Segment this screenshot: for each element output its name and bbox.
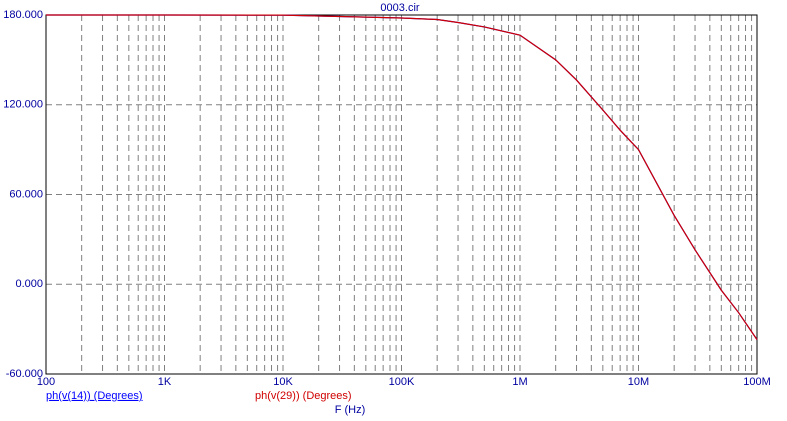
x-tick-label: 100K [389,376,415,388]
x-tick-label: 10M [628,376,649,388]
x-axis-label: F (Hz) [335,404,366,416]
plot-frame [45,14,758,375]
y-tick-label: 60.000 [9,188,43,200]
y-tick-label: 180.000 [3,9,43,21]
x-tick-label: 100M [743,376,771,388]
x-tick-label: 1K [158,376,172,388]
x-tick-label: 1M [512,376,527,388]
legend-entry: ph(v(14)) (Degrees) [46,390,143,402]
legend-entry: ph(v(29)) (Degrees) [255,390,352,402]
series-line [46,14,758,340]
x-tick-label: 10K [273,376,293,388]
y-tick-label: -60.000 [6,368,43,380]
chart-title: 0003.cir [380,2,419,14]
x-tick-label: 100 [37,376,55,388]
y-tick-label: 120.000 [3,99,43,111]
y-tick-label: 0.000 [15,278,43,290]
